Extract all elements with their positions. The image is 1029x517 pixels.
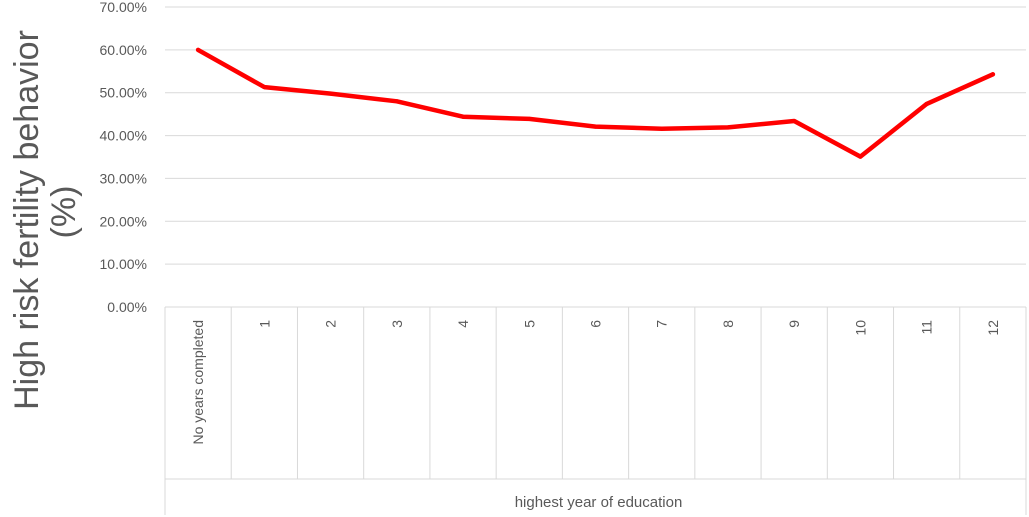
- data-point: [858, 154, 863, 159]
- y-tick-label: 30.00%: [100, 170, 147, 186]
- data-point: [990, 72, 995, 77]
- y-tick-label: 50.00%: [100, 85, 147, 101]
- x-tick-label: 3: [389, 320, 405, 328]
- x-tick-label: 7: [654, 320, 670, 328]
- x-tick-label: 8: [720, 320, 736, 328]
- y-tick-label: 20.00%: [100, 213, 147, 229]
- gridlines: [165, 6, 1026, 308]
- category-axis: [164, 307, 1027, 515]
- x-tick-label: No years completed: [190, 320, 206, 445]
- data-point: [593, 124, 598, 129]
- y-axis-tick-labels: 0.00% 10.00% 20.00% 30.00% 40.00% 50.00% 60.00…: [100, 0, 147, 315]
- x-tick-label: 6: [588, 320, 604, 328]
- x-tick-label: 5: [521, 320, 537, 328]
- x-tick-label: 1: [256, 320, 272, 328]
- data-point: [196, 47, 201, 52]
- data-point: [924, 101, 929, 106]
- data-point: [527, 116, 532, 121]
- x-tick-label: 11: [919, 320, 935, 335]
- y-tick-label: 70.00%: [100, 0, 147, 15]
- data-point: [659, 126, 664, 131]
- x-tick-label: 9: [786, 320, 802, 328]
- data-point: [461, 114, 466, 119]
- series-line: [195, 47, 996, 159]
- x-tick-label: 2: [323, 320, 339, 328]
- x-tick-label: 10: [852, 320, 868, 336]
- data-point: [725, 125, 730, 130]
- series-group: [195, 47, 996, 159]
- x-axis-title: highest year of education: [515, 494, 683, 511]
- data-point: [792, 119, 797, 123]
- data-point: [328, 91, 333, 96]
- x-tick-label: 4: [455, 320, 471, 328]
- y-tick-label: 0.00%: [107, 299, 147, 315]
- data-point: [262, 85, 267, 90]
- y-tick-label: 10.00%: [100, 256, 147, 272]
- y-axis-title-line2: (%): [45, 186, 83, 239]
- category-labels: No years completed 1 2 3 4 5 6 7 8 9 10 11 12: [190, 320, 1001, 445]
- x-tick-label: 12: [985, 320, 1001, 336]
- y-tick-label: 40.00%: [100, 128, 147, 144]
- y-tick-label: 60.00%: [100, 42, 147, 58]
- y-axis-title-line1: High risk fertility behavior: [8, 30, 46, 410]
- data-point: [394, 99, 399, 104]
